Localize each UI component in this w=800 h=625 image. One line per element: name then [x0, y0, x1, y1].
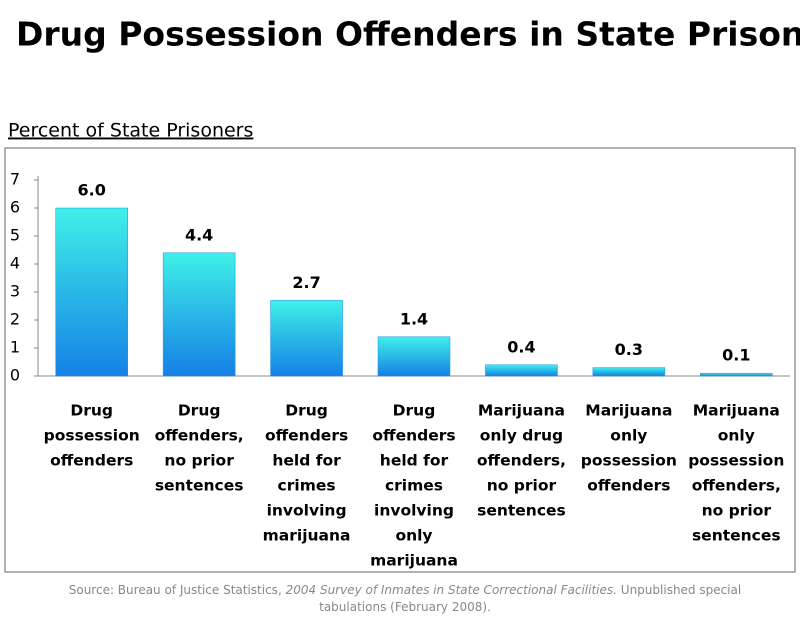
x-tick-label: no prior: [702, 502, 772, 520]
y-tick-label: 0: [10, 366, 20, 385]
x-tick-label: Drug: [70, 402, 113, 420]
x-tick-label: possession: [581, 452, 677, 470]
y-tick-label: 5: [10, 226, 20, 245]
x-tick-label: offenders: [587, 477, 670, 495]
value-label: 2.7: [292, 273, 320, 292]
x-tick-label: marijuana: [370, 552, 458, 570]
source-title: 2004 Survey of Inmates in State Correcti…: [285, 583, 617, 597]
bar: [485, 364, 558, 377]
x-tick-label: offenders,: [155, 427, 244, 445]
x-tick-label: Drug: [393, 402, 436, 420]
source-note: Source: Bureau of Justice Statistics, 20…: [60, 582, 750, 616]
x-tick-label: no prior: [164, 452, 234, 470]
x-tick-label: offenders: [265, 427, 348, 445]
x-tick-label: no prior: [487, 477, 557, 495]
bar: [700, 372, 773, 377]
x-tick-label: offenders,: [692, 477, 781, 495]
value-label: 4.4: [185, 225, 213, 244]
y-tick-label: 3: [10, 282, 20, 301]
x-tick-label: offenders,: [477, 452, 566, 470]
source-prefix: Source: Bureau of Justice Statistics,: [68, 583, 282, 597]
source-suffix: Unpublished special tabulations (Februar…: [319, 583, 742, 614]
y-tick-label: 4: [10, 254, 20, 273]
x-tick-label: crimes: [278, 477, 336, 495]
bar: [270, 300, 343, 377]
value-label: 1.4: [400, 309, 428, 328]
x-tick-label: offenders: [372, 427, 455, 445]
x-tick-label: crimes: [385, 477, 443, 495]
x-tick-label: only: [610, 427, 647, 445]
x-tick-label: Marijuana: [585, 402, 672, 420]
chart-title: Drug Possession Offenders in State Priso…: [16, 15, 800, 54]
x-tick-label: possession: [688, 452, 784, 470]
x-tick-label: Marijuana: [478, 402, 565, 420]
y-tick-label: 1: [10, 338, 20, 357]
x-tick-label: marijuana: [263, 527, 351, 545]
y-tick-label: 6: [10, 198, 20, 217]
x-tick-label: offenders: [50, 452, 133, 470]
value-label: 0.1: [722, 346, 750, 365]
bar: [55, 207, 128, 377]
x-tick-label: Drug: [178, 402, 221, 420]
bar: [592, 367, 666, 377]
y-tick-label: 2: [10, 310, 20, 329]
value-label: 0.3: [615, 340, 643, 359]
value-label: 0.4: [507, 337, 535, 356]
x-tick-label: sentences: [477, 502, 566, 520]
x-tick-label: held for: [380, 452, 449, 470]
x-tick-label: sentences: [155, 477, 244, 495]
x-tick-label: only drug: [480, 427, 563, 445]
x-tick-label: Marijuana: [693, 402, 780, 420]
x-tick-label: Drug: [285, 402, 328, 420]
x-tick-label: only: [395, 527, 432, 545]
bar: [162, 252, 236, 377]
y-axis-label: Percent of State Prisoners: [8, 120, 253, 142]
x-tick-label: involving: [267, 502, 347, 520]
value-label: 6.0: [78, 181, 106, 200]
x-tick-label: involving: [374, 502, 454, 520]
x-tick-label: held for: [272, 452, 341, 470]
chart-frame: [4, 147, 796, 573]
y-tick-label: 7: [10, 170, 20, 189]
x-tick-label: only: [718, 427, 755, 445]
bar: [377, 336, 451, 377]
x-tick-label: sentences: [692, 527, 781, 545]
x-tick-label: possession: [44, 427, 140, 445]
